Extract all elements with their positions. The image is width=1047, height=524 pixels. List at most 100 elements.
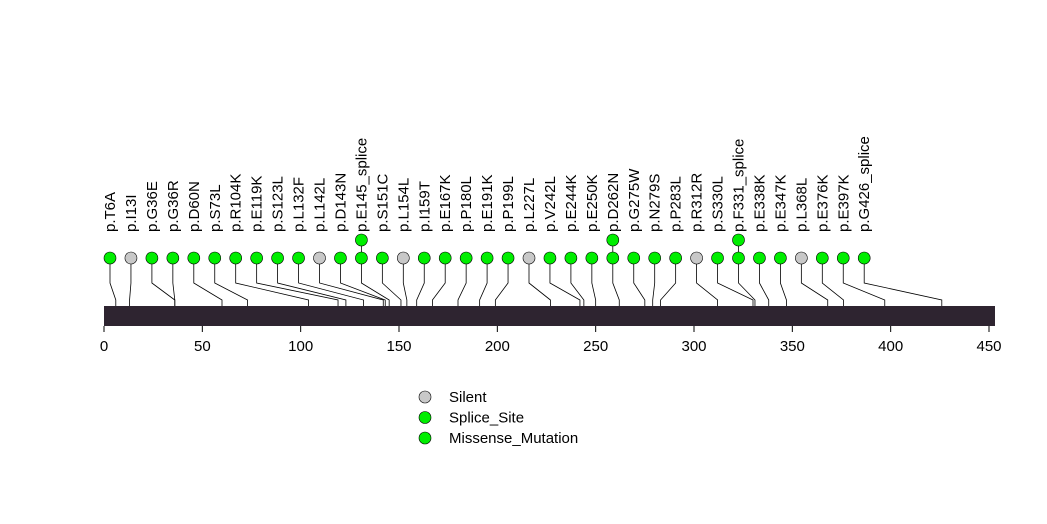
connector-line: [800, 258, 829, 306]
mutation-label: p.S123L: [270, 176, 287, 232]
connector-line: [549, 258, 581, 306]
lollipop-head: [313, 251, 326, 265]
mutation-label: p.S151C: [374, 173, 391, 232]
x-tick-label: 300: [681, 338, 706, 355]
connector-line: [717, 258, 754, 306]
lollipop-head: [836, 251, 850, 265]
mutation-label: p.E376K: [814, 174, 831, 232]
mutation-label: p.P283L: [668, 176, 685, 232]
lollipop-head-stacked: [355, 233, 368, 247]
connector-line: [381, 258, 402, 306]
mutation-label: p.I13I: [123, 194, 140, 232]
mutation-label: p.L368L: [793, 178, 810, 232]
mutation-label: p.R104K: [228, 174, 245, 232]
lollipop-head: [438, 251, 452, 265]
lollipop-head: [711, 251, 724, 265]
mutation-label: p.L132F: [291, 177, 308, 232]
connector-line: [738, 258, 756, 306]
x-tick-label: 50: [194, 338, 211, 355]
legend-label: Silent: [449, 389, 487, 406]
mutation-label: p.E338K: [751, 174, 768, 232]
mutation-label: p.V242L: [542, 176, 559, 232]
mutation-label: p.S330L: [710, 176, 727, 232]
mutation-label: p.R312R: [689, 173, 706, 232]
connector-line: [432, 258, 446, 306]
mutation-label: p.E167K: [437, 174, 454, 232]
legend-swatch: [418, 431, 432, 445]
connector-line: [402, 258, 408, 306]
legend-label: Splice_Site: [449, 410, 524, 427]
connector-line: [863, 258, 943, 306]
mutation-label: p.L227L: [521, 178, 538, 232]
mutation-label: p.N279S: [647, 174, 664, 232]
connector-line: [109, 258, 117, 306]
lollipop-head: [355, 251, 368, 265]
mutation-label: p.P180L: [458, 176, 475, 232]
x-tick-label: 400: [878, 338, 903, 355]
connector-line: [214, 258, 248, 306]
mutation-label: p.L142L: [312, 178, 329, 232]
connector-line: [696, 258, 718, 306]
connector-line: [759, 258, 770, 306]
lollipop-head: [501, 251, 515, 265]
connector-line: [612, 258, 620, 306]
lollipop-head-stacked: [732, 233, 745, 247]
x-tick-label: 100: [288, 338, 313, 355]
connector-line: [780, 258, 787, 306]
connector-line: [416, 258, 425, 306]
mutation-label: p.E191K: [479, 174, 496, 232]
connector-line: [129, 258, 132, 306]
lollipop-head: [564, 251, 578, 265]
lollipop-head: [417, 251, 431, 265]
x-tick-label: 350: [780, 338, 805, 355]
x-tick-label: 0: [100, 338, 108, 355]
connector-line: [821, 258, 844, 306]
mutation-label: p.P199L: [500, 176, 517, 232]
lollipop-head: [857, 251, 871, 265]
lollipop-head: [459, 251, 473, 265]
connector-line: [193, 258, 223, 306]
mutation-label: p.E397K: [835, 174, 852, 232]
mutation-label: p.E145_splice: [353, 138, 370, 232]
connector-lines: [109, 258, 943, 306]
mutation-labels: p.T6A p.I13I p.G36E p.G36R p.D60N p.S73L p.R10…: [102, 136, 873, 232]
lollipop-head: [669, 251, 682, 265]
mutation-label: p.E119K: [249, 176, 266, 232]
lollipop-head: [480, 251, 494, 265]
connector-line: [360, 258, 390, 306]
lollipop-head: [396, 251, 410, 265]
mutation-label: p.E244K: [563, 174, 580, 232]
x-tick-label: 150: [386, 338, 411, 355]
mutation-label: p.D143N: [332, 173, 349, 232]
lollipop-head: [124, 251, 138, 265]
mutation-label: p.I159T: [416, 181, 433, 232]
connector-line: [652, 258, 656, 306]
lollipop-head: [334, 251, 347, 265]
x-tick-label: 450: [976, 338, 1001, 355]
lollipop-head: [774, 251, 787, 265]
connector-line: [277, 258, 347, 306]
mutation-label: p.G426_splice: [856, 136, 873, 232]
mutation-label: p.F331_splice: [731, 139, 748, 232]
lollipop-head: [732, 251, 745, 265]
lollipop-head: [648, 251, 662, 265]
legend: Silent Splice_Site Missense_Mutation: [418, 389, 578, 447]
connector-line: [528, 258, 551, 306]
lollipop-head: [606, 251, 620, 265]
connector-line: [570, 258, 585, 306]
lollipop-head: [585, 251, 599, 265]
mutation-label: p.E347K: [772, 174, 789, 232]
lollipop-head: [543, 251, 557, 265]
lollipop-head: [376, 251, 389, 265]
connector-line: [340, 258, 386, 306]
legend-swatch: [418, 411, 432, 424]
connector-line: [633, 258, 646, 306]
mutation-label: p.G275W: [626, 168, 643, 232]
mutation-label: p.S73L: [207, 184, 224, 232]
lollipop-head: [229, 251, 242, 265]
x-axis: 0 50 100 150 200 250 300 350 400 450: [100, 326, 1002, 355]
connector-line: [319, 258, 384, 306]
connector-line: [235, 258, 309, 306]
lollipop-head-stacked: [606, 233, 620, 247]
lollipop-head: [753, 251, 766, 265]
